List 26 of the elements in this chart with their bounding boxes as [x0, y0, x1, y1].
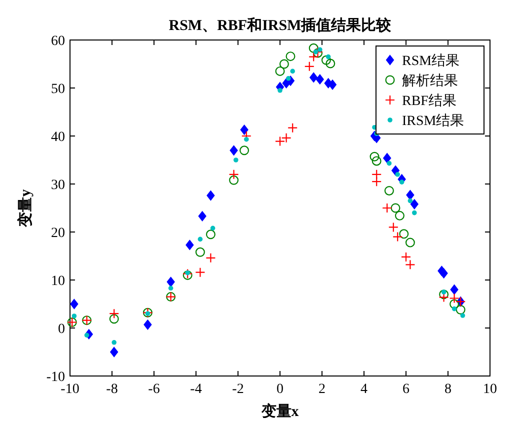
y-tick-label: 30 — [51, 178, 65, 193]
chart-title: RSM、RBF和IRSM插值结果比较 — [168, 17, 392, 34]
y-tick-label: 40 — [51, 130, 65, 145]
legend-label: IRSM结果 — [402, 113, 464, 129]
x-axis-title: 变量x — [260, 402, 300, 420]
legend-label: RSM结果 — [402, 53, 460, 69]
x-tick-label: 10 — [483, 382, 497, 397]
x-tick-label: -6 — [148, 382, 160, 397]
legend-label: RBF结果 — [402, 93, 456, 109]
y-tick-label: 20 — [51, 226, 65, 241]
x-tick-label: 4 — [360, 382, 368, 397]
y-tick-label: 60 — [51, 34, 65, 49]
x-tick-label: 8 — [444, 382, 452, 397]
legend-label: 解析结果 — [402, 73, 458, 89]
x-tick-label: -10 — [60, 382, 80, 397]
x-tick-label: -2 — [232, 382, 244, 397]
y-tick-label: 0 — [58, 322, 65, 337]
y-axis-title: 变量y — [16, 188, 34, 228]
x-tick-label: 6 — [402, 382, 410, 397]
y-tick-label: 10 — [51, 274, 65, 289]
x-tick-label: 0 — [276, 382, 284, 397]
x-tick-label: -8 — [106, 382, 118, 397]
y-tick-label: -10 — [46, 370, 65, 385]
y-tick-label: 50 — [51, 82, 65, 97]
x-tick-label: 2 — [318, 382, 326, 397]
x-tick-label: -4 — [190, 382, 202, 397]
